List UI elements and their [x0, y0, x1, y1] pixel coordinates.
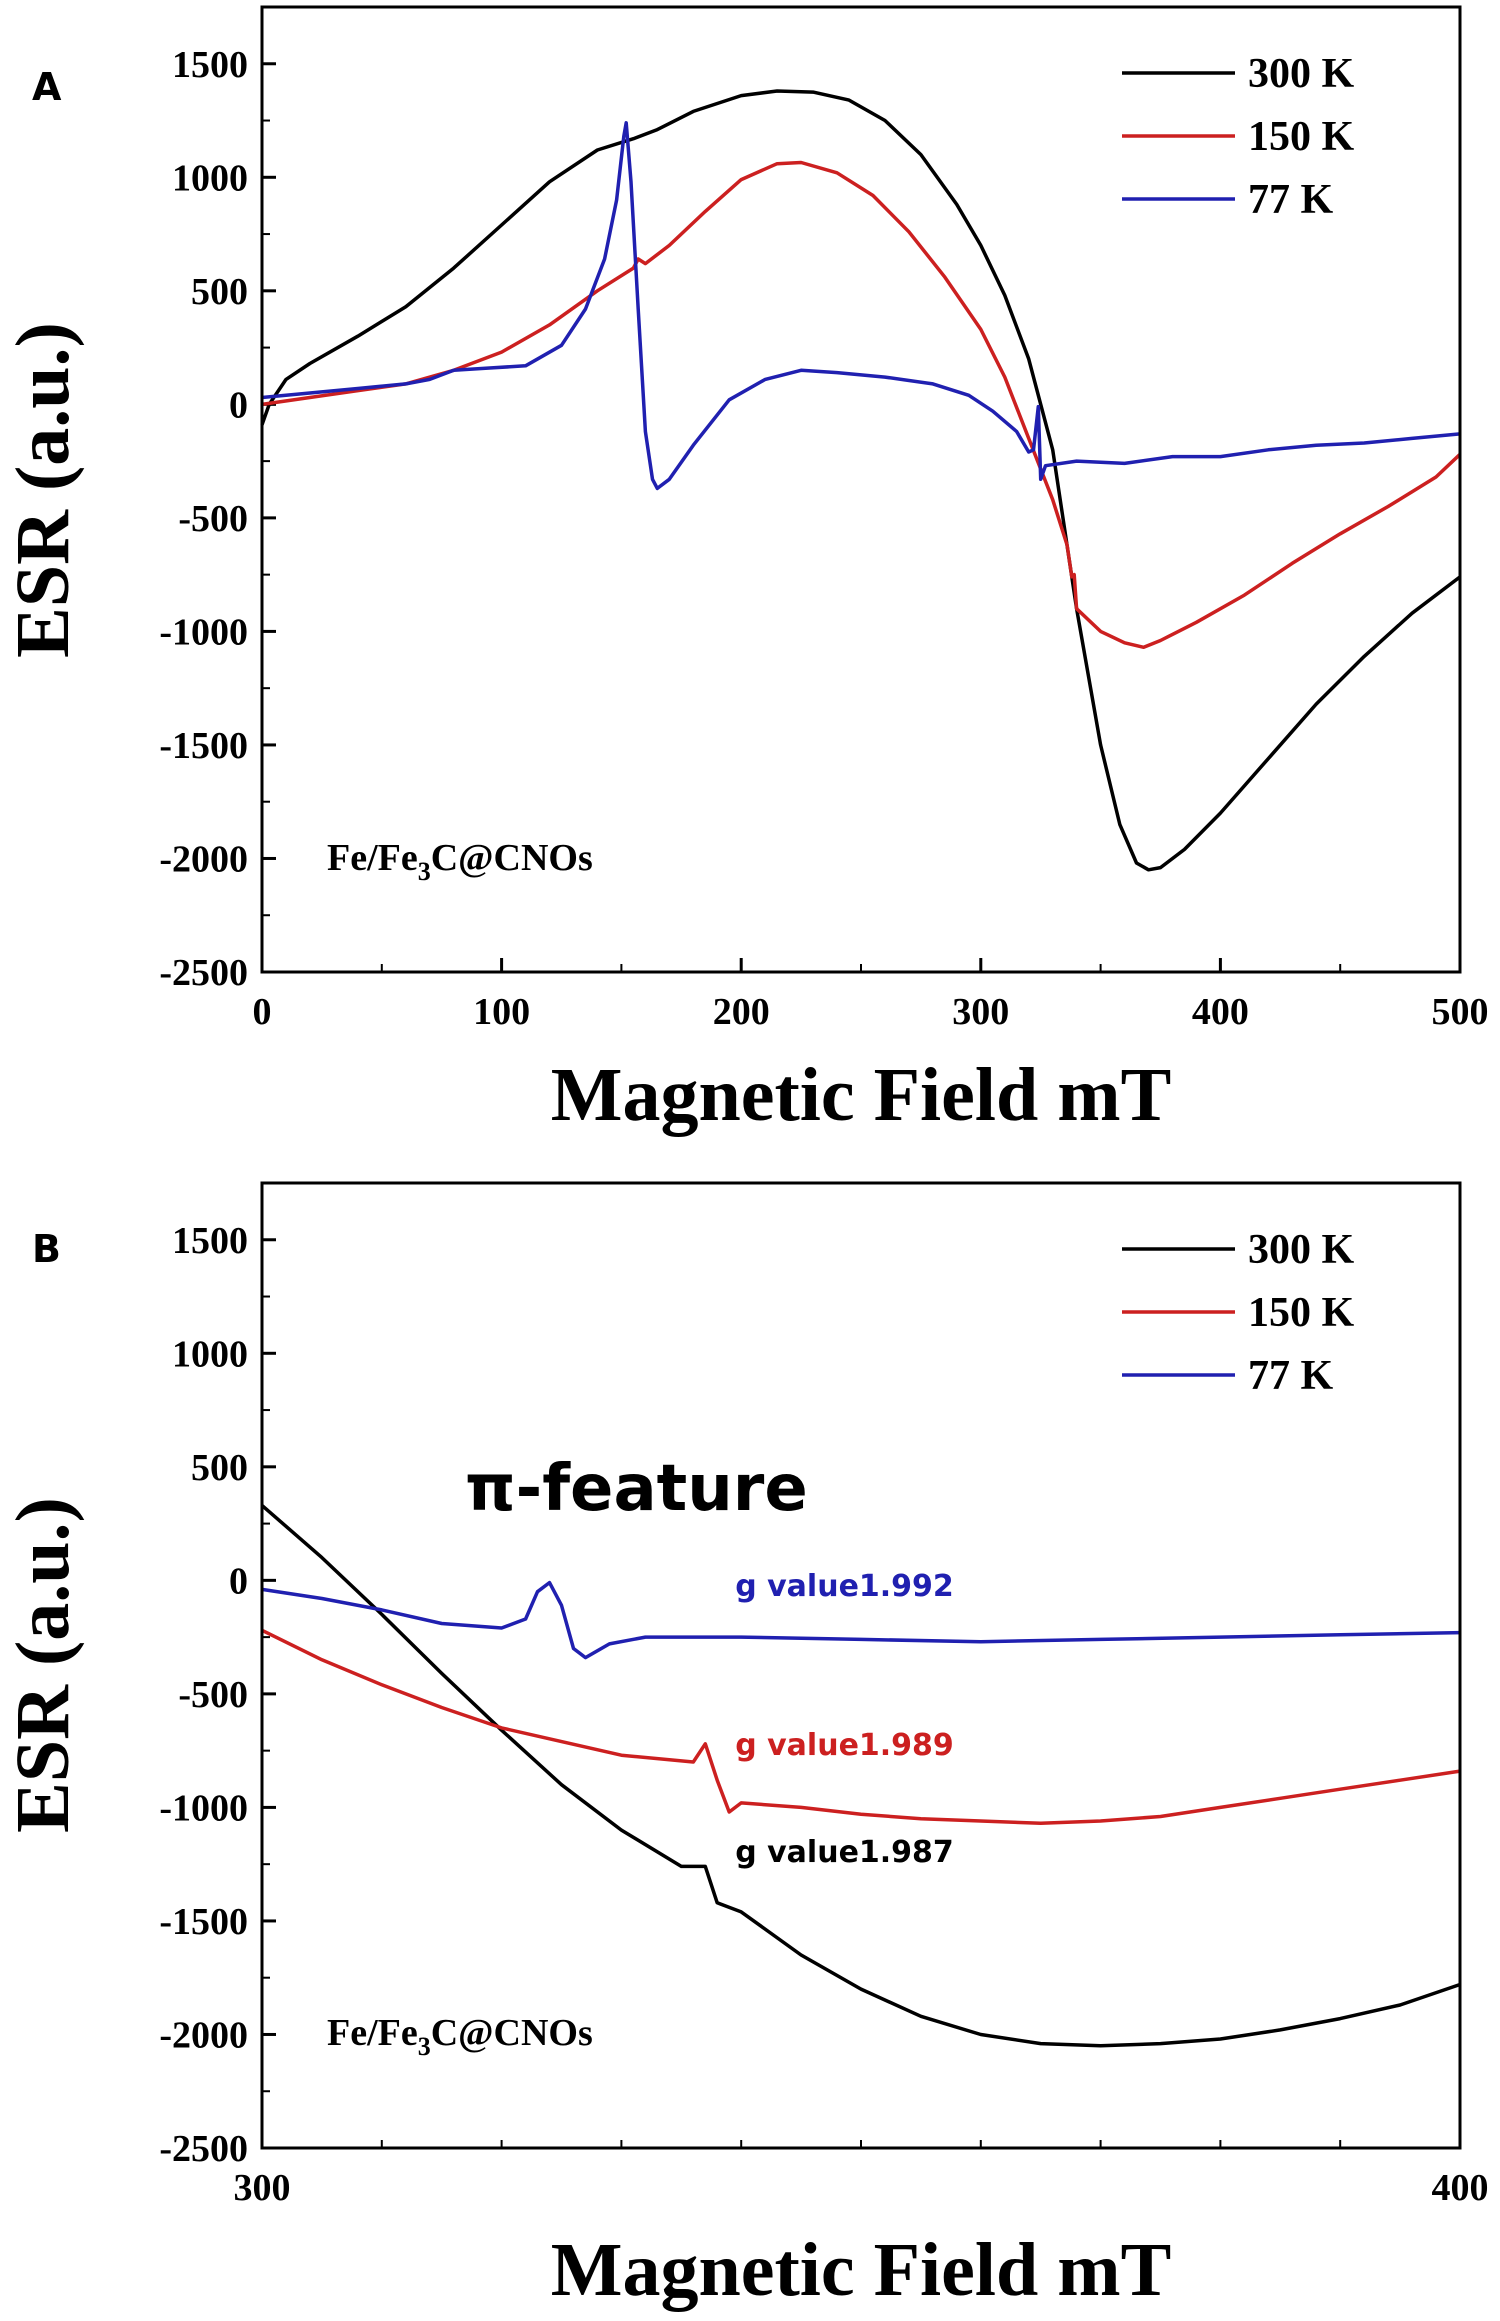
y-tick-label: -2500	[159, 952, 248, 994]
sample-annotation: Fe/Fe3C@CNOs	[327, 2012, 593, 2061]
legend-label: 77 K	[1248, 177, 1334, 223]
y-tick-label: 1000	[172, 157, 248, 199]
legend-label: 77 K	[1248, 1353, 1334, 1399]
legend-label: 300 K	[1248, 51, 1355, 97]
x-tick-label: 400	[1432, 2167, 1489, 2209]
sample-annotation: Fe/Fe3C@CNOs	[327, 837, 593, 886]
y-tick-label: 500	[191, 1447, 248, 1489]
panel-a: A -2500 -2000 -1500 -1000 -500 0 500 1000 1500 0 1…	[1, 5, 1489, 1137]
x-tick-label: 200	[713, 991, 770, 1033]
pi-feature-label: π-feature	[465, 1452, 808, 1526]
x-tick-label: 100	[473, 991, 530, 1033]
series-line-150k	[261, 1628, 1461, 1826]
series-line-77k	[261, 121, 1461, 491]
series-line-300k	[260, 89, 1462, 872]
panel-label: A	[32, 65, 62, 109]
y-tick-label: -500	[178, 1674, 248, 1716]
y-tick-label: 0	[229, 1560, 248, 1602]
y-tick-label: 1500	[172, 1220, 248, 1262]
ticks: -2500 -2000 -1500 -1000 -500 0 500 1000 1500 300 4…	[159, 1220, 1488, 2209]
x-tick-label: 0	[253, 991, 272, 1033]
y-tick-label: 0	[229, 384, 248, 426]
y-tick-label: -1500	[159, 725, 248, 767]
y-tick-label: -1000	[159, 1787, 248, 1829]
series-line-300k	[260, 1504, 1461, 2048]
x-tick-label: 300	[952, 991, 1009, 1033]
legend: 300 K 150 K 77 K	[1122, 1227, 1355, 1399]
g-value-labels: g value1.992 g value1.989 g value1.987	[735, 1569, 954, 1870]
legend-label: 150 K	[1248, 1290, 1355, 1336]
y-tick-label: -2000	[159, 2014, 248, 2056]
y-tick-label: -1000	[159, 611, 248, 653]
series-line-77k	[261, 1580, 1461, 1660]
y-tick-label: -2500	[159, 2128, 248, 2170]
y-tick-label: -2000	[159, 838, 248, 880]
ticks: -2500 -2000 -1500 -1000 -500 0 500 1000 1500 0 100…	[159, 44, 1488, 1033]
g-value-label: g value1.989	[735, 1728, 954, 1763]
y-tick-label: -500	[178, 498, 248, 540]
panel-b: B -2500 -2000 -1500 -1000 -500 0 500 1000 1500 30…	[1, 1181, 1489, 2312]
x-axis-label: Magnetic Field mT	[551, 1053, 1172, 1137]
y-tick-label: 500	[191, 271, 248, 313]
y-axis-label: ESR (a.u.)	[1, 322, 85, 658]
series-lines	[260, 1504, 1461, 2048]
y-tick-label: -1500	[159, 1901, 248, 1943]
plot-frame	[260, 1181, 1462, 2150]
y-axis-label: ESR (a.u.)	[1, 1497, 85, 1833]
panel-label: B	[32, 1227, 61, 1271]
x-tick-label: 500	[1432, 991, 1489, 1033]
plot-frame	[260, 5, 1462, 974]
legend-label: 150 K	[1248, 114, 1355, 160]
x-tick-label: 300	[234, 2167, 291, 2209]
series-lines	[260, 89, 1462, 872]
g-value-label: g value1.987	[735, 1835, 954, 1870]
g-value-label: g value1.992	[735, 1569, 954, 1604]
x-axis-label: Magnetic Field mT	[551, 2228, 1172, 2312]
y-tick-label: 1000	[172, 1333, 248, 1375]
series-line-150k	[261, 160, 1462, 650]
legend: 300 K 150 K 77 K	[1122, 51, 1355, 223]
legend-label: 300 K	[1248, 1227, 1355, 1273]
x-tick-label: 400	[1192, 991, 1249, 1033]
y-tick-label: 1500	[172, 44, 248, 86]
